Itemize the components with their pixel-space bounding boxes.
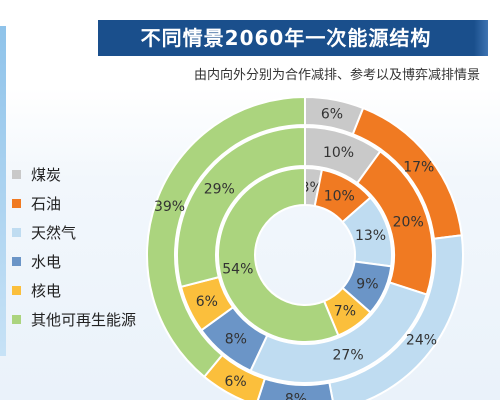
chart-subtitle: 由内向外分别为合作减排、参考以及博弈减排情景 <box>193 68 480 83</box>
legend-label: 其他可再生能源 <box>31 311 137 329</box>
donut-segment <box>328 234 464 400</box>
legend-label: 天然气 <box>31 224 77 242</box>
donut-segment <box>176 125 306 289</box>
donut-data-label: 6% <box>321 107 343 123</box>
left-accent-bar <box>0 26 6 356</box>
donut-data-label: 10% <box>324 189 355 205</box>
donut-data-label: 29% <box>204 181 235 197</box>
legend-swatch <box>12 315 21 324</box>
donut-data-label: 27% <box>333 348 364 364</box>
donut-segment <box>146 95 306 379</box>
donut-data-label: 7% <box>334 304 356 320</box>
legend-item: 水电 <box>12 247 136 276</box>
donut-segment <box>217 166 340 343</box>
legend-item: 核电 <box>12 276 136 305</box>
chart-legend: 煤炭石油天然气水电核电其他可再生能源 <box>12 160 136 334</box>
legend-label: 水电 <box>31 253 62 271</box>
legend-item: 天然气 <box>12 218 136 247</box>
legend-item: 其他可再生能源 <box>12 305 136 334</box>
legend-swatch <box>12 286 21 295</box>
donut-data-label: 24% <box>406 333 437 349</box>
chart-title: 不同情景2060年一次能源结构 <box>98 20 488 56</box>
donut-data-label: 17% <box>403 160 434 176</box>
legend-swatch <box>12 257 21 266</box>
donut-data-label: 39% <box>154 199 185 215</box>
legend-label: 石油 <box>31 195 62 213</box>
legend-swatch <box>12 199 21 208</box>
legend-label: 核电 <box>31 282 62 300</box>
donut-data-label: 13% <box>355 228 386 244</box>
donut-data-label: 20% <box>393 214 424 230</box>
donut-data-label: 10% <box>323 145 354 161</box>
donut-data-label: 8% <box>225 332 247 348</box>
legend-label: 煤炭 <box>31 166 62 184</box>
legend-swatch <box>12 228 21 237</box>
donut-data-label: 6% <box>225 374 247 390</box>
legend-item: 石油 <box>12 189 136 218</box>
legend-swatch <box>12 170 21 179</box>
legend-item: 煤炭 <box>12 160 136 189</box>
donut-data-label: 9% <box>356 276 378 292</box>
donut-data-label: 54% <box>222 261 253 277</box>
donut-data-label: 6% <box>196 294 218 310</box>
donut-data-label: 8% <box>285 392 307 400</box>
